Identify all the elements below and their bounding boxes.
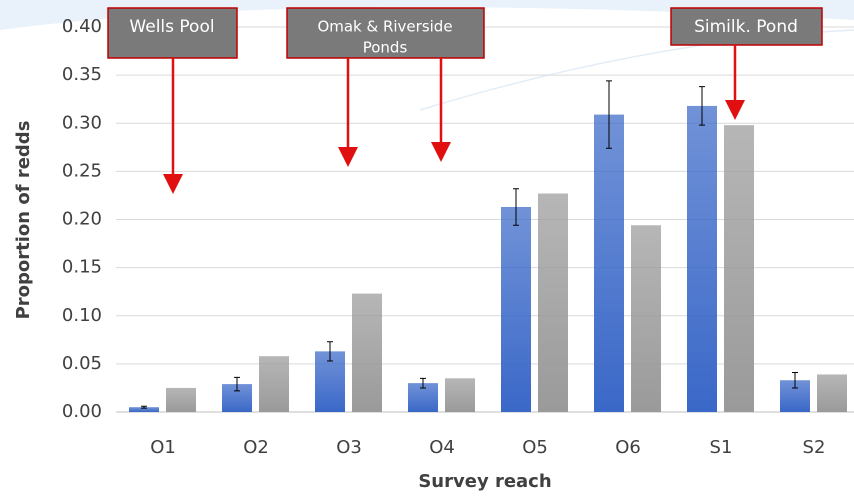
bar: [166, 387, 196, 412]
annotation-text: Similk. Pond: [694, 17, 798, 37]
annotation: Omak & Riverside Ponds: [286, 7, 485, 167]
bar: [724, 125, 754, 413]
x-tick-label: O1: [150, 437, 176, 458]
bar: [817, 374, 847, 412]
y-tick-label: 0.25: [62, 160, 102, 181]
error-bar: [792, 372, 798, 389]
bar: [352, 293, 382, 412]
annotation-box: [670, 7, 823, 46]
bar: [538, 193, 568, 412]
y-tick-label: 0.35: [62, 64, 102, 85]
annotation-box: [107, 7, 238, 59]
error-bar: [420, 377, 426, 389]
annotation: Wells Pool: [107, 7, 238, 194]
y-tick-label: 0.15: [62, 257, 102, 278]
x-tick-label: O5: [522, 437, 548, 458]
bar: [687, 105, 717, 413]
bar: [501, 206, 531, 412]
y-tick-label: 0.40: [62, 16, 102, 37]
annotation: Similk. Pond: [670, 7, 823, 120]
error-bar: [606, 80, 612, 149]
bar: [129, 407, 159, 412]
error-bar: [141, 405, 147, 409]
bar: [259, 356, 289, 412]
error-bar: [699, 86, 705, 126]
x-tick-label: O3: [336, 437, 362, 458]
y-tick-label: 0.30: [62, 112, 102, 133]
y-tick-label: 0.10: [62, 305, 102, 326]
plot-area: 0.00 0.05 0.10 0.15 0.20 0.25 0.30 0.35 0.40 O1 O2…: [62, 16, 854, 458]
annotation-text: Omak & Riverside: [317, 18, 452, 36]
bar: [631, 225, 661, 412]
error-bar: [234, 376, 240, 392]
y-tick-label: 0.00: [62, 401, 102, 422]
bar: [445, 378, 475, 412]
x-tick-label: S2: [803, 437, 826, 458]
x-tick-label: O4: [429, 437, 455, 458]
error-bar: [513, 188, 519, 226]
y-tick-label: 0.05: [62, 353, 102, 374]
error-bar: [327, 341, 333, 362]
x-tick-label: O2: [243, 437, 269, 458]
x-axis-title: Survey reach: [418, 471, 551, 492]
x-tick-label: S1: [710, 437, 733, 458]
annotation-text: Wells Pool: [129, 17, 214, 37]
bar: [594, 114, 624, 413]
annotation-text: Ponds: [363, 39, 408, 57]
annotation-box: [286, 7, 485, 59]
y-tick-label: 0.20: [62, 209, 102, 230]
y-axis-title: Proportion of redds: [13, 121, 34, 320]
x-tick-label: O6: [615, 437, 641, 458]
